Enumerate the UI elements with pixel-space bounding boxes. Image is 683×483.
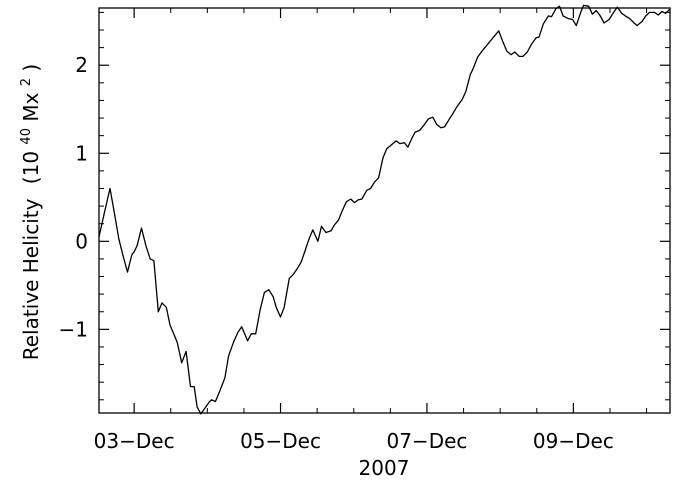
y-tick-label: −1 <box>59 317 88 341</box>
y-tick-label: 1 <box>75 141 88 165</box>
y-axis-label: Relative Helicity (10 40 Mx 2 ) <box>11 64 43 361</box>
y-axis-label-unit-exp: 40 <box>19 128 34 145</box>
helicity-series-line <box>98 4 671 415</box>
series-layer <box>98 4 671 415</box>
y-tick-label: 0 <box>75 229 88 253</box>
plot-frame <box>98 7 671 414</box>
x-axis-label: 2007 <box>359 456 410 480</box>
x-axis-ticks: 03−Dec 05−Dec 07−Dec 09−Dec <box>94 8 648 453</box>
x-tick-label: 03−Dec <box>94 429 175 453</box>
y-axis-label-unit-sup: 2 <box>19 78 34 86</box>
y-axis-label-unit-open: (10 <box>19 151 43 184</box>
x-tick-label: 07−Dec <box>386 429 467 453</box>
y-axis-label-unit-close: ) <box>19 64 43 72</box>
y-axis-label-unit-mid: Mx <box>19 92 43 121</box>
x-tick-label: 09−Dec <box>533 429 614 453</box>
y-axis-label-main: Relative Helicity <box>19 198 43 360</box>
x-tick-label: 05−Dec <box>240 429 321 453</box>
y-axis-ticks: −1 0 1 2 <box>59 11 670 401</box>
y-tick-label: 2 <box>75 53 88 77</box>
